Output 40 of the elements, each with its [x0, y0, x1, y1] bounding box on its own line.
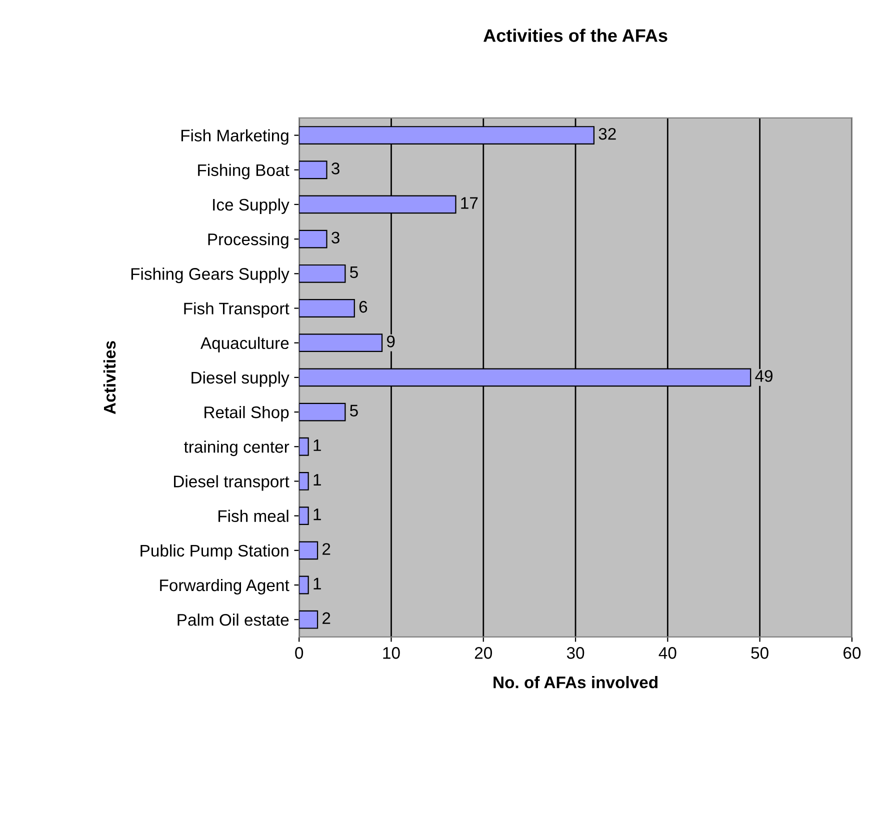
y-tick-label: Fish Marketing	[181, 129, 288, 145]
y-tick-label: Forwarding Agent	[160, 578, 290, 595]
x-tick-label: 0	[295, 647, 304, 659]
x-axis-title: No. of AFAs involved	[494, 676, 658, 688]
y-tick-label: Fishing Boat	[198, 164, 290, 180]
data-label: 5	[350, 404, 358, 417]
y-tick-label: Fish Transport	[184, 302, 290, 318]
data-label: 32	[598, 128, 616, 140]
x-tick-label: 20	[474, 647, 492, 659]
data-label: 6	[359, 300, 368, 313]
y-tick-label: Fish meal	[218, 510, 288, 522]
data-label: 49	[755, 370, 773, 382]
y-tick-label: Ice Supply	[213, 198, 290, 214]
chart-title: Activities of the AFAs	[484, 28, 668, 42]
x-tick-label: 40	[658, 647, 676, 659]
data-label: 1	[314, 474, 321, 486]
y-tick-label: training center	[184, 440, 290, 456]
x-tick-label: 10	[383, 647, 400, 659]
y-tick-label: Diesel supply	[192, 371, 290, 387]
x-tick-label: 30	[566, 647, 584, 659]
y-tick-label: Retail Shop	[204, 406, 289, 422]
y-axis-title: Activities	[103, 341, 116, 414]
data-label: 1	[314, 439, 321, 451]
y-tick-label: Public Pump Station	[140, 544, 288, 560]
data-label: 3	[332, 162, 340, 174]
data-label: 2	[322, 612, 330, 624]
data-label: 5	[350, 266, 358, 278]
y-tick-label: Processing	[208, 233, 288, 249]
x-tick-label: 60	[844, 647, 861, 659]
data-label: 3	[332, 232, 340, 244]
data-label: 1	[314, 578, 321, 590]
y-tick-label: Fishing Gears Supply	[131, 268, 290, 284]
x-tick-label: 50	[751, 647, 768, 659]
y-tick-label: Diesel transport	[174, 475, 290, 491]
data-label: 17	[461, 197, 478, 209]
data-label: 9	[386, 336, 395, 348]
y-tick-label: Palm Oil estate	[178, 614, 289, 626]
data-label: 1	[314, 508, 321, 520]
data-label: 2	[322, 543, 330, 555]
y-tick-label: Aquaculture	[200, 336, 289, 352]
